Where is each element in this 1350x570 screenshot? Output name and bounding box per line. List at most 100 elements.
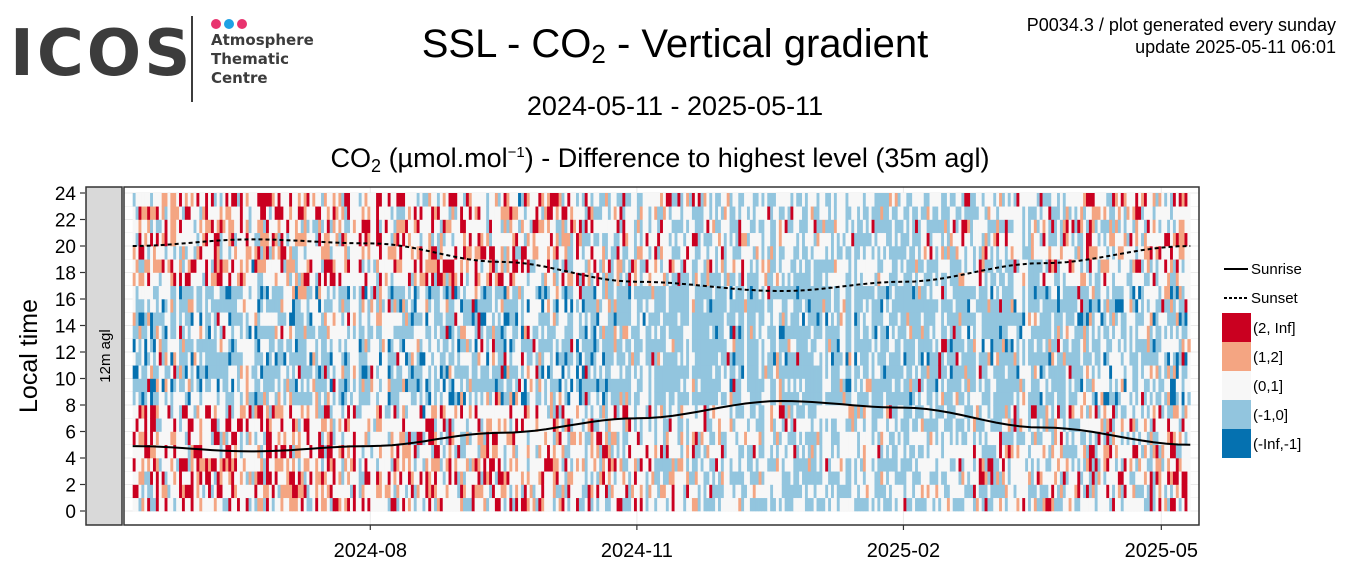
heatmap-cell [303, 352, 307, 366]
heatmap-cell [471, 285, 476, 300]
heatmap-cell [680, 378, 684, 393]
heatmap-cell [367, 206, 371, 220]
heatmap-cell [286, 246, 290, 260]
heatmap-cell [645, 484, 649, 499]
heatmap-cell [639, 272, 644, 287]
heatmap-cell [506, 365, 510, 379]
heatmap-cell [700, 232, 704, 247]
heatmap-cell [158, 232, 163, 247]
heatmap-cell [660, 405, 664, 419]
heatmap-cell [686, 312, 690, 326]
heatmap-cell [445, 219, 449, 234]
heatmap-cell [132, 219, 136, 234]
heatmap-cell [361, 497, 365, 512]
heatmap-cell [628, 418, 632, 432]
heatmap-cell [384, 232, 389, 247]
heatmap-cell [292, 405, 296, 419]
heatmap-cell [329, 405, 334, 419]
heatmap-cell [289, 285, 293, 300]
heatmap-cell [352, 444, 357, 459]
heatmap-cell [274, 484, 278, 499]
heatmap-cell [413, 458, 418, 472]
heatmap-cell [167, 312, 171, 326]
heatmap-cell [500, 497, 504, 512]
heatmap-cell [639, 391, 644, 406]
heatmap-cell [480, 418, 484, 432]
heatmap-cell [280, 246, 284, 260]
heatmap-cell [518, 497, 522, 512]
heatmap-cell [164, 325, 168, 340]
heatmap-cell [593, 338, 597, 353]
heatmap-cell [471, 471, 476, 485]
heatmap-cell [500, 405, 504, 419]
heatmap-cell [239, 285, 244, 300]
heatmap-cell [665, 405, 670, 419]
heatmap-cell [439, 391, 444, 406]
heatmap-cell [665, 193, 670, 207]
heatmap-cell [425, 378, 429, 393]
heatmap-cell [422, 325, 426, 340]
heatmap-cell [503, 418, 507, 432]
heatmap-cell [144, 259, 148, 273]
heatmap-cell [176, 246, 180, 260]
heatmap-cell [718, 365, 722, 379]
heatmap-cell [341, 285, 345, 300]
heatmap-cell [309, 365, 313, 379]
heatmap-cell [219, 365, 223, 379]
heatmap-cell [132, 444, 136, 459]
heatmap-cell [263, 325, 267, 340]
heatmap-cell [436, 405, 441, 419]
heatmap-cell [654, 232, 658, 247]
heatmap-cell [442, 232, 447, 247]
heatmap-cell [332, 219, 336, 234]
heatmap-cell [242, 193, 247, 207]
heatmap-cell [680, 444, 684, 459]
heatmap-cell [555, 378, 560, 393]
heatmap-cell [544, 272, 548, 287]
heatmap-cell [199, 352, 203, 366]
heatmap-cell [471, 418, 476, 432]
heatmap-cell [289, 365, 293, 379]
heatmap-cell [384, 338, 389, 353]
heatmap-cell [494, 312, 499, 326]
heatmap-cell [674, 325, 678, 340]
heatmap-cell [552, 484, 557, 499]
heatmap-cell [631, 259, 635, 273]
heatmap-cell [500, 391, 504, 406]
heatmap-cell [283, 458, 287, 472]
heatmap-cell [460, 431, 464, 446]
heatmap-cell [631, 325, 635, 340]
heatmap-cell [208, 246, 212, 260]
heatmap-cell [323, 391, 328, 406]
heatmap-cell [477, 484, 481, 499]
heatmap-cell [222, 458, 226, 472]
heatmap-cell [697, 193, 702, 207]
heatmap-cell [193, 378, 197, 393]
heatmap-cell [355, 232, 360, 247]
heatmap-cell [538, 352, 542, 366]
heatmap-cell [364, 206, 368, 220]
heatmap-cell [384, 365, 389, 379]
heatmap-cell [352, 352, 357, 366]
heatmap-cell [555, 458, 560, 472]
heatmap-cell [210, 458, 215, 472]
heatmap-cell [190, 246, 194, 260]
heatmap-cell [506, 431, 510, 446]
heatmap-cell [633, 444, 638, 459]
heatmap-cell [431, 444, 435, 459]
heatmap-cell [631, 193, 635, 207]
heatmap-cell [648, 352, 652, 366]
heatmap-cell [622, 352, 626, 366]
heatmap-cell [158, 206, 163, 220]
heatmap-cell [686, 418, 690, 432]
heatmap-cell [700, 444, 704, 459]
heatmap-cell [170, 338, 174, 353]
heatmap-cell [636, 484, 641, 499]
heatmap-cell [306, 458, 310, 472]
heatmap-cell [448, 232, 452, 247]
heatmap-cell [361, 232, 365, 247]
heatmap-cell [448, 365, 452, 379]
heatmap-cell [352, 405, 357, 419]
heatmap-cell [512, 219, 516, 234]
heatmap-cell [532, 193, 536, 207]
